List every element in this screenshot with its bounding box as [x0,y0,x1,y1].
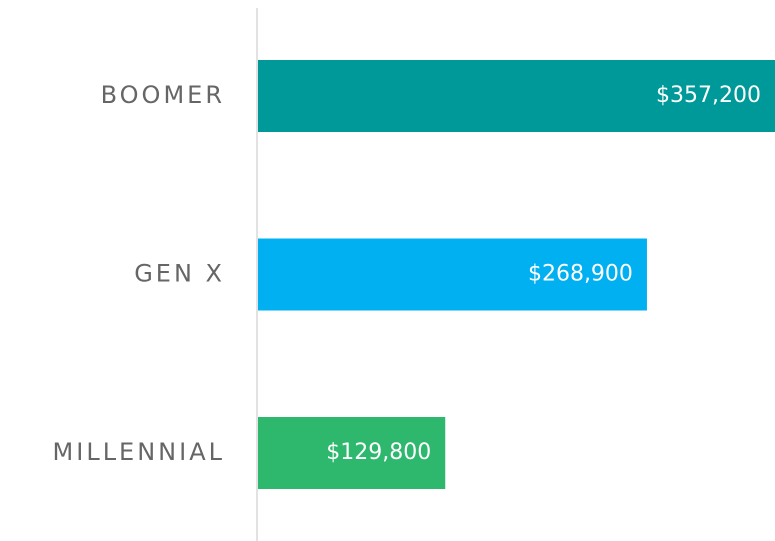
value-label: $268,900 [528,262,633,287]
category-label: BOOMER [101,81,225,109]
value-label: $129,800 [326,440,431,465]
bar [258,60,775,132]
category-label: GEN X [134,260,225,288]
value-label: $357,200 [656,83,761,108]
category-label: MILLENNIAL [53,438,225,466]
bar [258,417,446,489]
bar [258,238,647,311]
